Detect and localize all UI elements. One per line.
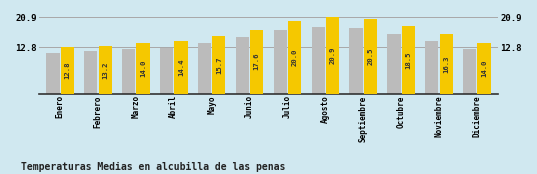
Bar [402, 26, 415, 94]
Bar [440, 34, 453, 94]
Text: 20.5: 20.5 [367, 48, 373, 65]
Bar [61, 47, 74, 94]
Bar [425, 41, 438, 94]
Bar [387, 34, 401, 94]
Bar [311, 27, 325, 94]
Bar [477, 43, 491, 94]
Text: 17.6: 17.6 [254, 53, 260, 70]
Text: Temperaturas Medias en alcubilla de las penas: Temperaturas Medias en alcubilla de las … [21, 162, 286, 172]
Bar [160, 48, 173, 94]
Bar [212, 37, 226, 94]
Text: 20.0: 20.0 [292, 49, 297, 66]
Bar [46, 53, 60, 94]
Bar [274, 30, 287, 94]
Text: 15.7: 15.7 [216, 57, 222, 74]
Bar [175, 41, 187, 94]
Bar [136, 43, 150, 94]
Bar [288, 21, 301, 94]
Bar [122, 49, 135, 94]
Bar [250, 30, 263, 94]
Bar [198, 43, 211, 94]
Bar [326, 17, 339, 94]
Bar [364, 19, 377, 94]
Text: 14.0: 14.0 [140, 60, 146, 77]
Text: 18.5: 18.5 [405, 51, 411, 69]
Bar [350, 28, 362, 94]
Text: 20.9: 20.9 [330, 47, 336, 64]
Text: 12.8: 12.8 [64, 62, 70, 79]
Text: 16.3: 16.3 [443, 55, 449, 73]
Bar [463, 49, 476, 94]
Bar [99, 46, 112, 94]
Bar [236, 37, 249, 94]
Bar [84, 52, 97, 94]
Text: 13.2: 13.2 [102, 61, 108, 78]
Text: 14.0: 14.0 [481, 60, 487, 77]
Text: 14.4: 14.4 [178, 59, 184, 76]
